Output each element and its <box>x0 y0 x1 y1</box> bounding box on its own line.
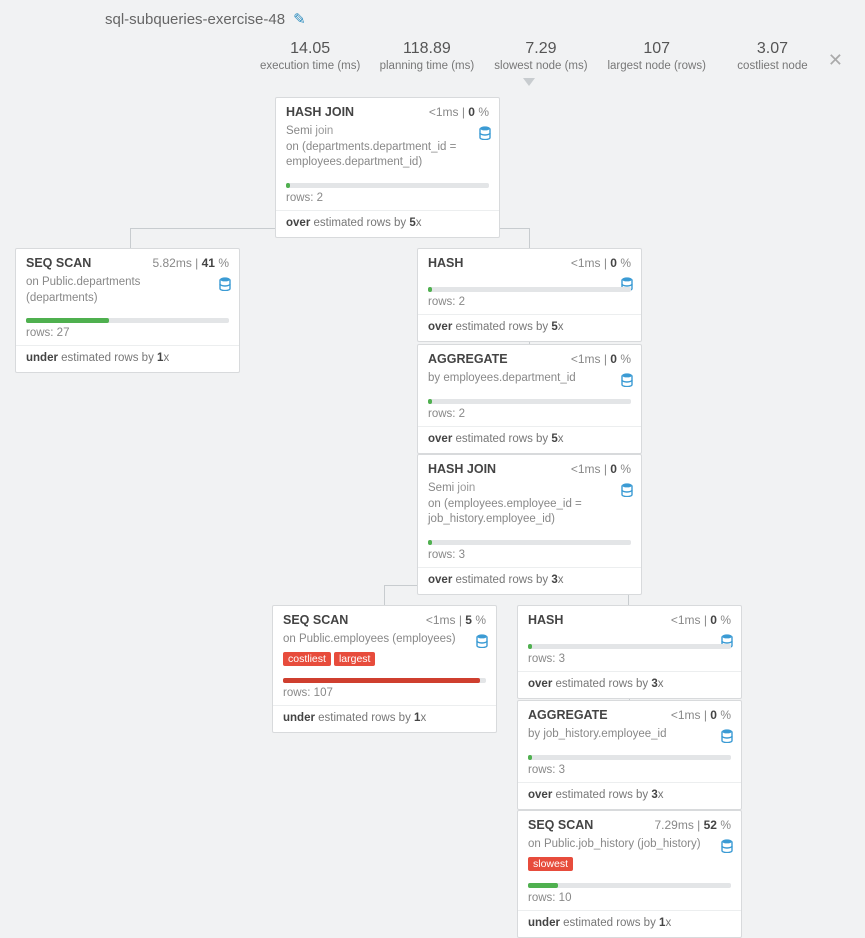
plan-node[interactable]: AGGREGATE <1ms | 0 % by employees.depart… <box>417 344 642 454</box>
node-title: HASH <box>528 613 563 627</box>
database-icon <box>219 277 231 294</box>
database-icon <box>721 839 733 856</box>
plan-node[interactable]: HASH JOIN <1ms | 0 % Semi joinon (depart… <box>275 97 500 238</box>
node-header: SEQ SCAN 7.29ms | 52 % <box>518 811 741 837</box>
progress-track <box>286 183 489 188</box>
node-timing: <1ms | 0 % <box>671 708 731 722</box>
node-header: HASH <1ms | 0 % <box>518 606 741 632</box>
estimate-line: under estimated rows by 1x <box>518 911 741 937</box>
node-detail: by employees.department_id <box>428 371 631 387</box>
estimate-line: over estimated rows by 5x <box>276 211 499 237</box>
progress-fill <box>528 755 532 760</box>
estimate-line: over estimated rows by 3x <box>518 672 741 698</box>
node-detail: on Public.employees (employees) <box>283 632 486 648</box>
estimate-line: over estimated rows by 5x <box>418 315 641 341</box>
rows-line: rows: 2 <box>418 404 641 427</box>
progress-fill <box>428 287 432 292</box>
node-timing: <1ms | 0 % <box>571 256 631 270</box>
progress-fill <box>428 540 432 545</box>
node-timing: <1ms | 0 % <box>571 352 631 366</box>
node-title: HASH <box>428 256 463 270</box>
node-detail: on Public.departments (departments) <box>26 275 229 306</box>
badge: slowest <box>528 857 573 871</box>
node-header: HASH JOIN <1ms | 0 % <box>276 98 499 124</box>
progress-fill <box>528 883 558 888</box>
node-header: SEQ SCAN 5.82ms | 41 % <box>16 249 239 275</box>
database-icon <box>621 373 633 390</box>
estimate-line: over estimated rows by 5x <box>418 427 641 453</box>
database-icon <box>721 729 733 746</box>
rows-line: rows: 10 <box>518 888 741 911</box>
rows-line: rows: 3 <box>518 649 741 672</box>
estimate-line: under estimated rows by 1x <box>16 346 239 372</box>
plan-node[interactable]: SEQ SCAN 7.29ms | 52 % on Public.job_his… <box>517 810 742 938</box>
node-title: AGGREGATE <box>428 352 508 366</box>
database-icon <box>621 483 633 500</box>
plan-node[interactable]: HASH <1ms | 0 % rows: 3 over estimated r… <box>517 605 742 699</box>
database-icon <box>479 126 491 143</box>
progress-fill <box>528 644 532 649</box>
node-timing: <1ms | 0 % <box>571 462 631 476</box>
node-title: HASH JOIN <box>286 105 354 119</box>
plan-node[interactable]: HASH JOIN <1ms | 0 % Semi joinon (employ… <box>417 454 642 595</box>
node-detail: Semi joinon (departments.department_id =… <box>286 124 489 171</box>
plan-node[interactable]: SEQ SCAN <1ms | 5 % on Public.employees … <box>272 605 497 733</box>
node-title: AGGREGATE <box>528 708 608 722</box>
progress-track <box>26 318 229 323</box>
plan-node[interactable]: AGGREGATE <1ms | 0 % by job_history.empl… <box>517 700 742 810</box>
plan-node[interactable]: HASH <1ms | 0 % rows: 2 over estimated r… <box>417 248 642 342</box>
rows-line: rows: 2 <box>418 292 641 315</box>
progress-track <box>428 540 631 545</box>
database-icon <box>476 634 488 651</box>
node-title: HASH JOIN <box>428 462 496 476</box>
node-header: AGGREGATE <1ms | 0 % <box>518 701 741 727</box>
node-timing: <1ms | 5 % <box>426 613 486 627</box>
progress-fill <box>428 399 432 404</box>
estimate-line: under estimated rows by 1x <box>273 706 496 732</box>
node-title: SEQ SCAN <box>283 613 348 627</box>
node-header: HASH <1ms | 0 % <box>418 249 641 275</box>
node-detail: on Public.job_history (job_history) <box>528 837 731 853</box>
progress-fill <box>283 678 480 683</box>
plan-node[interactable]: SEQ SCAN 5.82ms | 41 % on Public.departm… <box>15 248 240 373</box>
badges: costliestlargest <box>283 652 486 666</box>
node-timing: <1ms | 0 % <box>671 613 731 627</box>
estimate-line: over estimated rows by 3x <box>518 783 741 809</box>
node-title: SEQ SCAN <box>26 256 91 270</box>
node-title: SEQ SCAN <box>528 818 593 832</box>
progress-track <box>283 678 486 683</box>
progress-track <box>528 883 731 888</box>
badge: largest <box>334 652 376 666</box>
node-timing: 7.29ms | 52 % <box>654 818 731 832</box>
progress-track <box>428 399 631 404</box>
node-detail: by job_history.employee_id <box>528 727 731 743</box>
plan-canvas: HASH JOIN <1ms | 0 % Semi joinon (depart… <box>0 0 865 931</box>
node-timing: <1ms | 0 % <box>429 105 489 119</box>
badges: slowest <box>528 857 731 871</box>
node-header: HASH JOIN <1ms | 0 % <box>418 455 641 481</box>
progress-track <box>428 287 631 292</box>
badge: costliest <box>283 652 331 666</box>
node-timing: 5.82ms | 41 % <box>152 256 229 270</box>
rows-line: rows: 3 <box>418 545 641 568</box>
progress-fill <box>286 183 290 188</box>
progress-fill <box>26 318 109 323</box>
node-header: AGGREGATE <1ms | 0 % <box>418 345 641 371</box>
rows-line: rows: 2 <box>276 188 499 211</box>
progress-track <box>528 644 731 649</box>
rows-line: rows: 107 <box>273 683 496 706</box>
progress-track <box>528 755 731 760</box>
rows-line: rows: 3 <box>518 760 741 783</box>
node-detail: Semi joinon (employees.employee_id = job… <box>428 481 631 528</box>
estimate-line: over estimated rows by 3x <box>418 568 641 594</box>
rows-line: rows: 27 <box>16 323 239 346</box>
node-header: SEQ SCAN <1ms | 5 % <box>273 606 496 632</box>
